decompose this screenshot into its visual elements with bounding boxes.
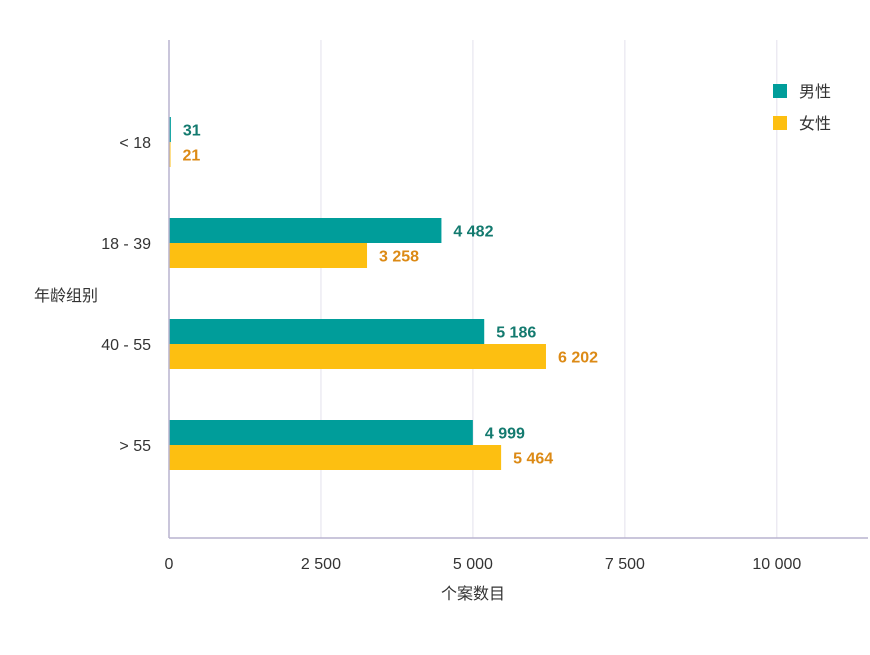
- bars: [169, 117, 546, 470]
- x-tick-label: 5 000: [453, 556, 493, 573]
- x-tick-label: 7 500: [605, 556, 645, 573]
- data-label: 4 999: [485, 426, 525, 443]
- bar-male: [169, 420, 473, 445]
- bar-male: [169, 117, 171, 142]
- data-label: 3 258: [379, 249, 419, 266]
- data-label: 21: [183, 148, 201, 165]
- data-label: 6 202: [558, 350, 598, 367]
- legend-label: 男性: [799, 83, 831, 101]
- legend-swatch: [773, 116, 787, 130]
- data-label: 31: [183, 123, 201, 140]
- legend-swatch: [773, 84, 787, 98]
- category-label: 18 - 39: [101, 236, 151, 253]
- axes: [168, 40, 868, 539]
- bar-female: [169, 243, 368, 268]
- x-tick-label: 10 000: [752, 556, 801, 573]
- legend-label: 女性: [799, 114, 831, 133]
- bar-female: [169, 445, 502, 470]
- bar-male: [169, 218, 442, 243]
- data-label: 5 464: [513, 451, 553, 468]
- category-label: < 18: [119, 135, 151, 152]
- category-label: > 55: [119, 438, 151, 455]
- y-axis-title: 年龄组别: [34, 287, 98, 305]
- bar-male: [169, 319, 485, 344]
- bar-female: [169, 344, 546, 369]
- x-axis-title: 个案数目: [441, 585, 505, 603]
- data-label: 4 482: [453, 224, 493, 241]
- category-label: 40 - 55: [101, 337, 151, 354]
- x-tick-label: 2 500: [301, 556, 341, 573]
- x-tick-label: 0: [165, 556, 174, 573]
- data-label: 5 186: [496, 325, 536, 342]
- labels: 31 21 < 18 4 482 3 258 18 - 39 5 186 6 202 40 - …: [101, 123, 801, 574]
